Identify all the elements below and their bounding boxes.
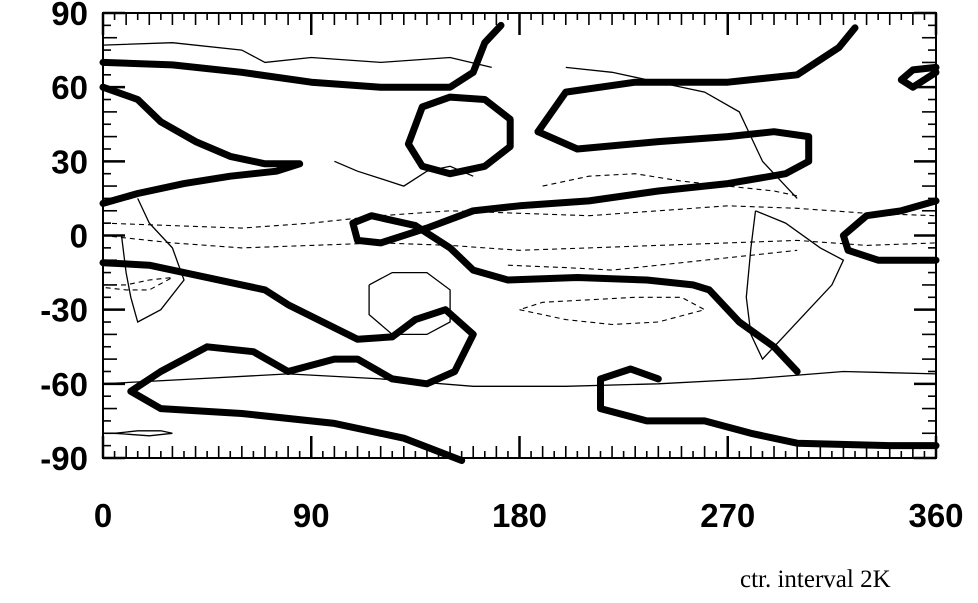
contour-line-thin	[120, 198, 185, 323]
contour-line-thick	[839, 197, 940, 264]
y-tick-label: 0	[70, 218, 88, 255]
x-tick-label: 180	[492, 497, 547, 534]
contour-line-thick	[99, 21, 505, 91]
contour-line-dashed	[519, 296, 707, 326]
contour-line-thin	[114, 430, 173, 437]
y-tick-label: 90	[51, 0, 88, 32]
x-tick-labels: 0 90 180 270 360	[94, 497, 964, 534]
contour-line-thick	[349, 128, 813, 375]
x-tick-label: 360	[908, 497, 963, 534]
contour-line-thin	[368, 271, 451, 336]
contour-line-dashed	[102, 205, 937, 229]
x-tick-label: 270	[700, 497, 755, 534]
contour-line-dashed	[102, 234, 937, 251]
y-tick-labels: 90 60 30 0 -30 -60 -90	[40, 0, 88, 477]
contour-line-dashed	[102, 276, 173, 291]
y-tick-label: -90	[40, 440, 88, 477]
contour-line-thin	[102, 42, 492, 69]
contour-line-thin	[565, 66, 798, 199]
contour-line-dashed	[507, 249, 798, 271]
contour-line-dashed	[542, 173, 798, 197]
contour-line-thin	[334, 160, 474, 187]
contour-line-thick	[404, 93, 514, 178]
axis-ticks	[101, 11, 938, 460]
contour-interval-note: ctr. interval 2K	[740, 566, 891, 593]
contour-line-thick	[99, 259, 477, 464]
contour-line-thick	[897, 63, 940, 91]
contour-lines	[99, 21, 940, 464]
y-tick-label: -60	[40, 366, 88, 403]
contour-line-thick	[534, 24, 859, 136]
contour-line-thin	[102, 370, 937, 387]
contour-line-thin	[745, 210, 845, 361]
y-tick-label: 30	[51, 143, 88, 180]
contour-line-thick	[597, 365, 940, 450]
contour-line-thick	[99, 83, 304, 207]
y-tick-label: -30	[40, 292, 88, 329]
y-tick-label: 60	[51, 69, 88, 106]
plot-frame	[102, 12, 937, 459]
x-tick-label: 0	[94, 497, 112, 534]
x-tick-label: 90	[293, 497, 330, 534]
